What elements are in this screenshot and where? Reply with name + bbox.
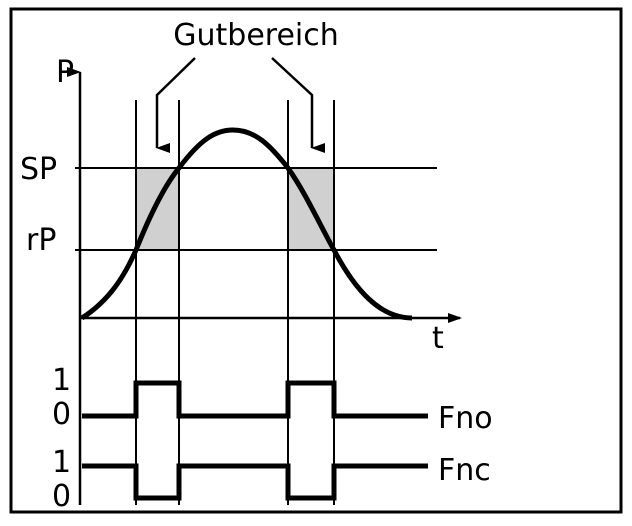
low-label: 0 [52,479,71,514]
level-label: SP [20,152,57,187]
level-label: rP [26,223,56,258]
high-label: 1 [52,445,71,480]
x-arrow [448,313,462,323]
title: Gutbereich [173,18,339,53]
signal-name: Fnc [438,453,491,488]
low-label: 0 [52,397,71,432]
signal-name: Fno [438,401,493,436]
pressure-curve [80,127,413,321]
y-label: P [56,55,74,90]
fno-signal [82,380,428,419]
fnc-signal [82,463,428,501]
pointer-arrows [155,57,325,153]
high-label: 1 [52,363,71,398]
x-label: t [432,321,444,356]
frame [9,7,623,514]
guides [75,100,437,505]
